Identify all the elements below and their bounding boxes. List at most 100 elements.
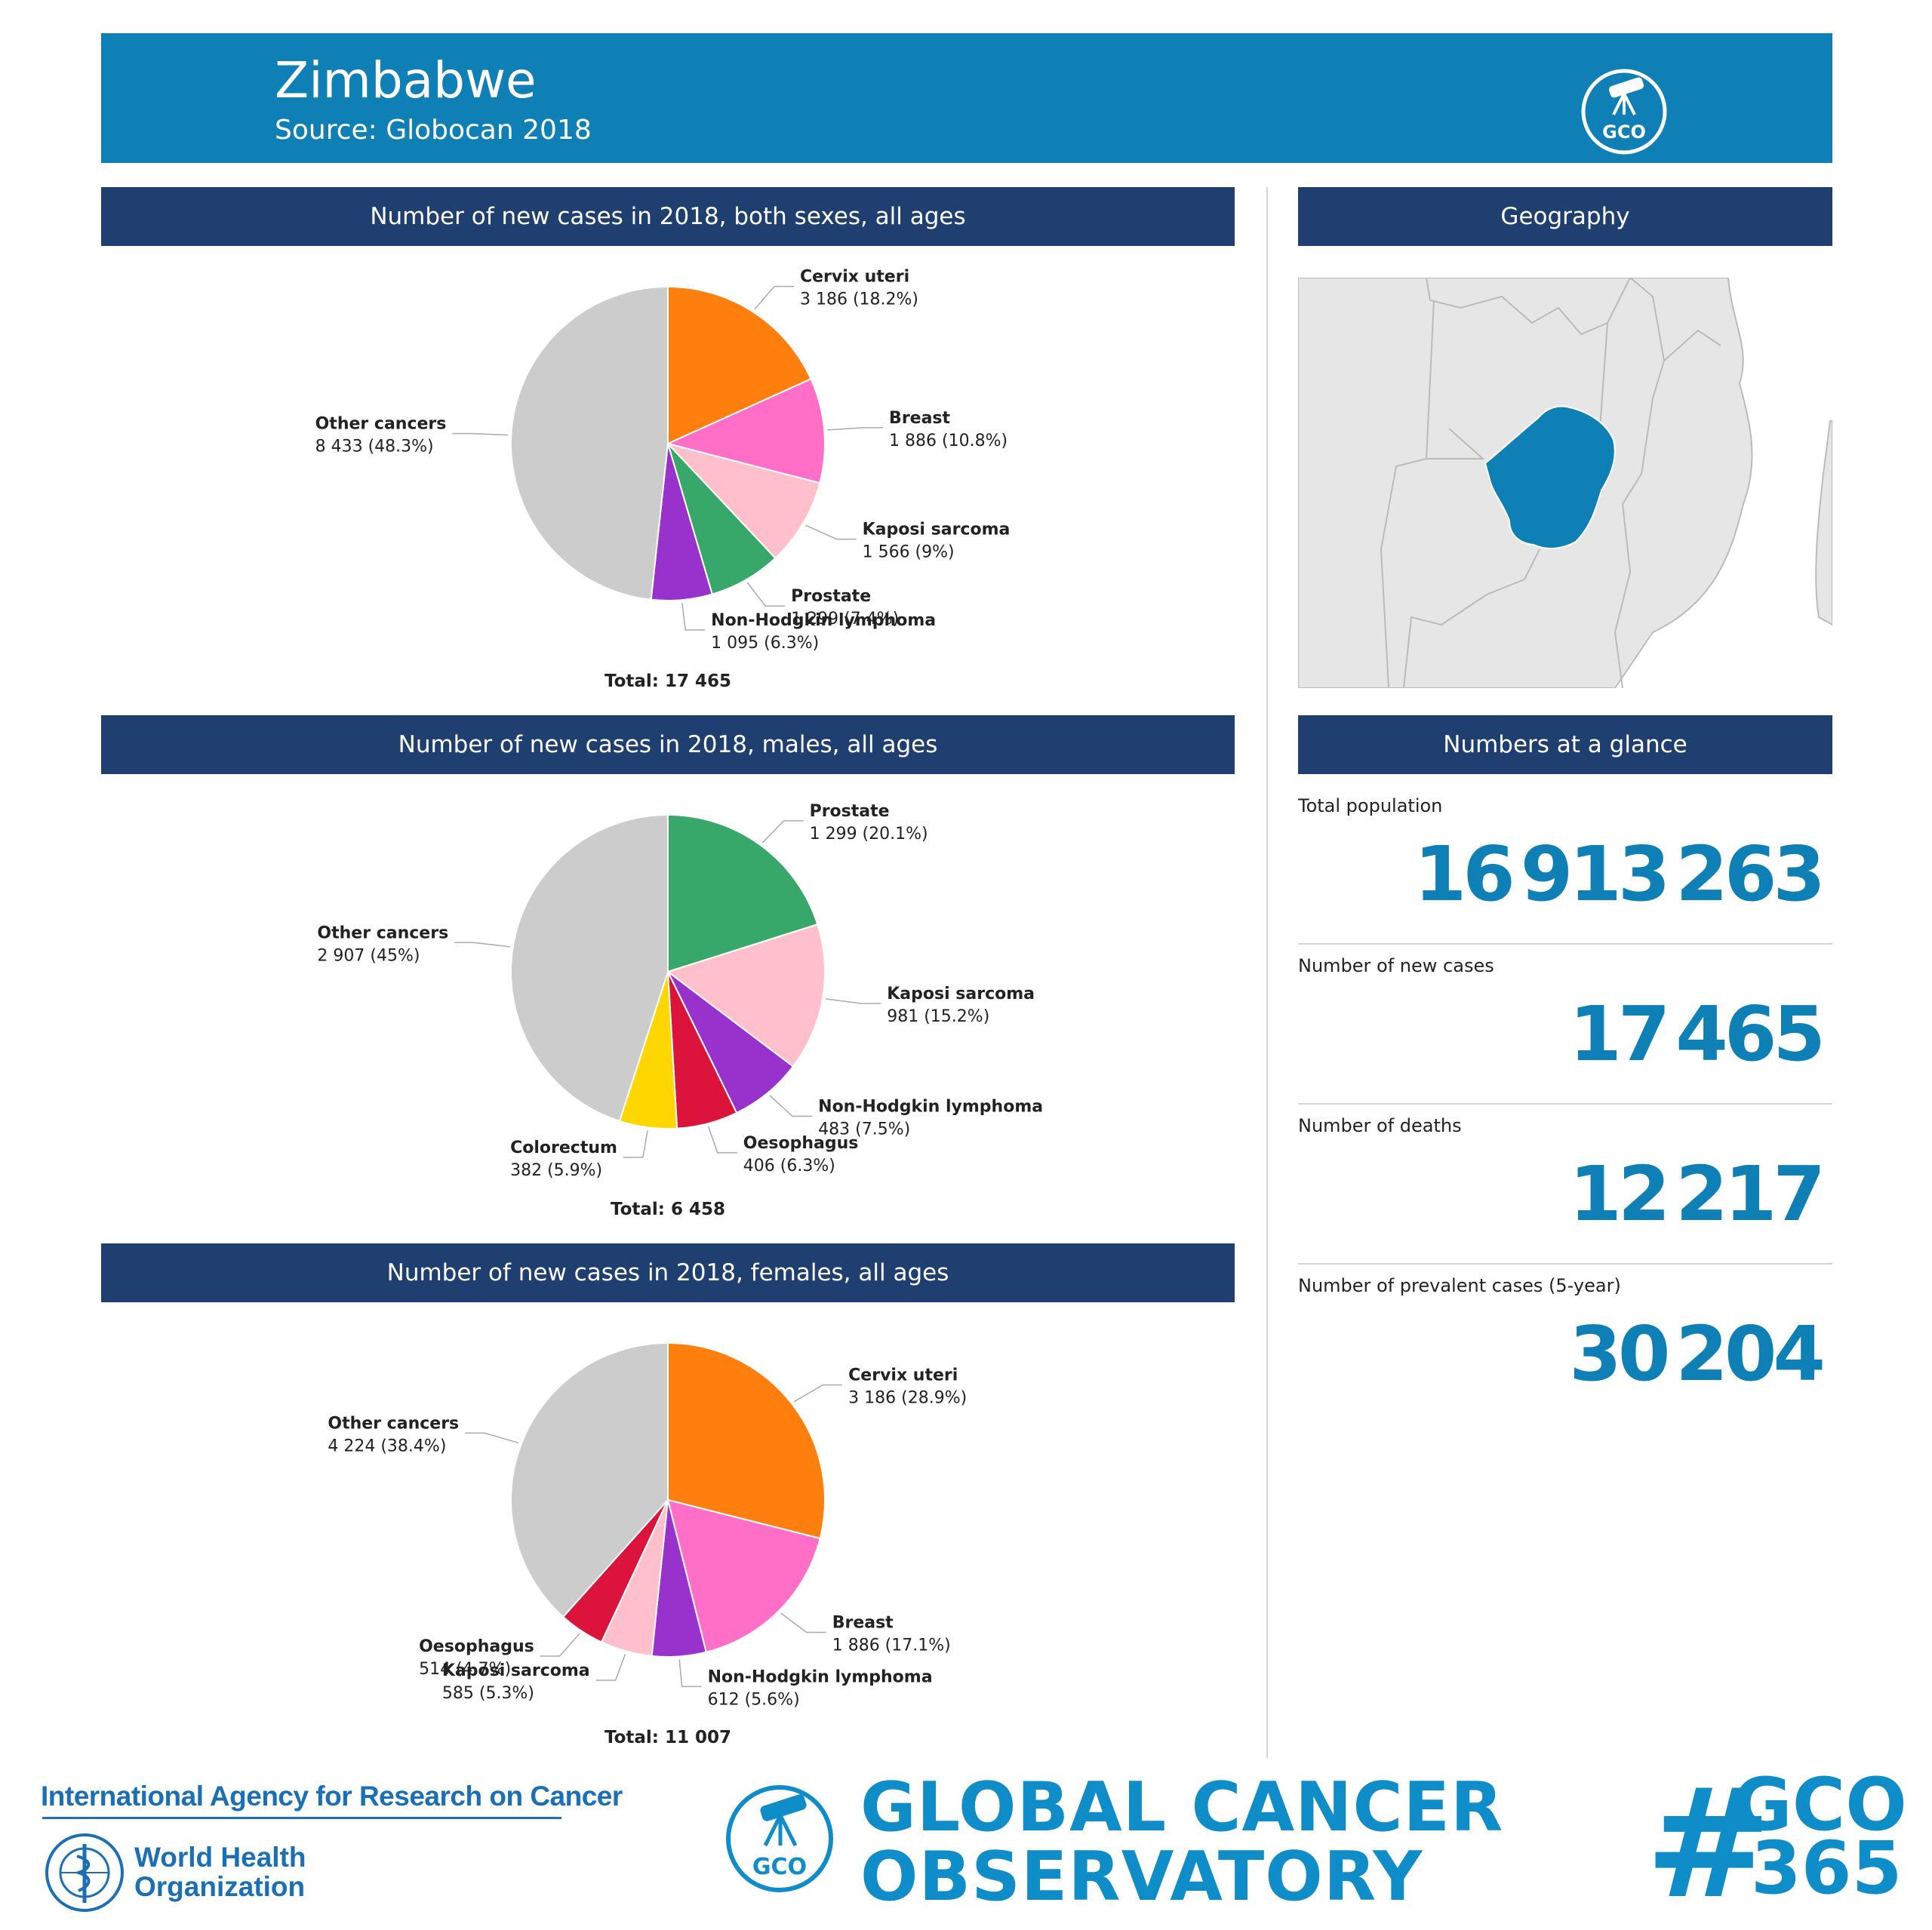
pie-label-value: 382 (5.9%) xyxy=(510,1161,602,1180)
pie-label-value: 514 (4.7%) xyxy=(419,1660,511,1679)
pie-slice-prostate xyxy=(667,443,777,595)
pie-label-value: 3 186 (18.2%) xyxy=(800,290,918,309)
pie-leader-line xyxy=(780,1612,826,1633)
pie-slice-kaposi-sarcoma xyxy=(666,923,826,1068)
pie-slice-breast xyxy=(666,377,826,484)
pie-label-name: Non-Hodgkin lymphoma xyxy=(708,1667,933,1686)
pie-slice-other-cancers xyxy=(510,285,669,601)
pie-label-name: Other cancers xyxy=(328,1414,459,1433)
iarc-wordmark: International Agency for Research on Can… xyxy=(41,1781,623,1812)
pie-leader-line xyxy=(746,582,786,607)
pie-label-name: Colorectum xyxy=(510,1139,617,1157)
pie-label-value: 585 (5.3%) xyxy=(442,1684,534,1703)
section-bar-males: Number of new cases in 2018, males, all … xyxy=(101,715,1235,774)
pie-label-value: 612 (5.6%) xyxy=(708,1690,800,1709)
pie-leader-line xyxy=(595,1654,626,1681)
pie-leader-line xyxy=(681,603,706,631)
glance-label: Number of new cases xyxy=(1298,955,1494,976)
pie-label-value: 1 299 (20.1%) xyxy=(810,825,928,844)
glance-label: Number of deaths xyxy=(1298,1115,1462,1136)
pie-label-name: Cervix uteri xyxy=(848,1366,958,1385)
pie-label-value: 3 186 (28.9%) xyxy=(848,1389,967,1408)
pie-label-name: Prostate xyxy=(791,587,871,606)
pie-total-label: Total: 11 007 xyxy=(605,1728,731,1747)
pie-label-value: 2 907 (45%) xyxy=(317,946,420,965)
pie-leader-line xyxy=(805,524,857,540)
pie-label-value: 1 886 (10.8%) xyxy=(889,432,1008,450)
header-logo-text: GCO xyxy=(1602,121,1646,143)
pie-label-value: 1 299 (7.4%) xyxy=(791,610,899,628)
pie-label-name: Other cancers xyxy=(315,415,447,434)
map-land-east xyxy=(1815,420,1832,626)
column-divider xyxy=(1266,187,1268,1758)
pie-label-name: Oesophagus xyxy=(419,1637,534,1656)
pie-leader-line xyxy=(678,1659,702,1688)
pie-slice-breast xyxy=(666,1498,821,1653)
who-line-1: World Health xyxy=(134,1842,306,1873)
pie-leader-line xyxy=(769,1095,813,1117)
glance-label: Total population xyxy=(1298,795,1443,816)
pie-label-value: 1 886 (17.1%) xyxy=(832,1637,951,1655)
pie-leader-line xyxy=(825,998,881,1004)
glance-value: 12 217 xyxy=(1569,1150,1826,1238)
section-bar-females: Number of new cases in 2018, females, al… xyxy=(101,1243,1235,1302)
pie-slice-other-cancers xyxy=(510,813,669,1123)
glance-label: Number of prevalent cases (5-year) xyxy=(1298,1275,1621,1296)
glance-value: 16 913 263 xyxy=(1414,830,1826,918)
pie-leader-line xyxy=(465,1432,519,1444)
gco-wordmark: GLOBAL CANCER OBSERVATORY xyxy=(860,1773,1503,1912)
glance-deaths: Number of deaths 12 217 xyxy=(1298,1105,1832,1265)
pie-leader-line xyxy=(540,1633,580,1657)
pie-label-value: 8 433 (48.3%) xyxy=(315,438,434,456)
pie-chart-females: Cervix uteri 3 186 (28.9%) Breast 1 886 (17… xyxy=(328,1341,967,1747)
pie-leader-line xyxy=(761,820,804,844)
who-wordmark: World Health Organization xyxy=(134,1842,306,1901)
pie-slice-cervix-uteri xyxy=(667,1341,826,1540)
pie-label-name: Non-Hodgkin lymphoma xyxy=(818,1098,1043,1117)
pie-slice-other-cancers xyxy=(510,1341,669,1618)
hashtag-line-1: GCO xyxy=(1733,1763,1907,1847)
pie-chart-males: Prostate 1 299 (20.1%) Kaposi sarcoma 981 (… xyxy=(317,802,1043,1219)
pie-label-name: Breast xyxy=(832,1614,894,1633)
header-banner: Zimbabwe Source: Globocan 2018 GCO xyxy=(101,33,1832,163)
geography-map xyxy=(1298,278,1832,688)
pie-label-name: Non-Hodgkin lymphoma xyxy=(711,611,936,630)
pie-label-name: Other cancers xyxy=(317,924,448,942)
glance-value: 17 465 xyxy=(1569,990,1826,1078)
pie-leader-line xyxy=(707,1126,737,1154)
pie-total-label: Total: 17 465 xyxy=(605,672,731,691)
pie-label-name: Kaposi sarcoma xyxy=(442,1661,590,1680)
source-subtitle: Source: Globocan 2018 xyxy=(275,115,592,146)
iarc-underline xyxy=(42,1817,561,1819)
pie-label-name: Kaposi sarcoma xyxy=(887,985,1035,1003)
pie-label-value: 406 (6.3%) xyxy=(743,1157,835,1176)
pie-slice-kaposi-sarcoma xyxy=(665,442,821,560)
pie-label-name: Prostate xyxy=(810,802,890,821)
pie-chart-both: Cervix uteri 3 186 (18.2%) Breast 1 886 (10… xyxy=(315,268,1011,691)
section-bar-geography: Geography xyxy=(1298,187,1832,246)
glance-value: 30 204 xyxy=(1569,1310,1826,1398)
pie-label-value: 981 (15.2%) xyxy=(887,1007,989,1026)
section-bar-glance: Numbers at a glance xyxy=(1298,715,1832,774)
pie-label-value: 4 224 (38.4%) xyxy=(328,1437,446,1455)
pie-leader-line xyxy=(454,942,510,948)
pie-label-name: Kaposi sarcoma xyxy=(863,521,1011,539)
glance-population: Total population 16 913 263 xyxy=(1298,785,1832,945)
pie-leader-line xyxy=(793,1384,843,1403)
gco-telescope-icon: GCO xyxy=(1581,69,1667,155)
country-title: Zimbabwe xyxy=(275,51,537,109)
section-bar-both: Number of new cases in 2018, both sexes,… xyxy=(101,187,1235,246)
glance-prevalent: Number of prevalent cases (5-year) 30 20… xyxy=(1298,1265,1832,1424)
zimbabwe-highlight xyxy=(1484,405,1616,549)
who-line-2: Organization xyxy=(134,1871,306,1902)
pie-leader-line xyxy=(452,432,509,436)
pie-label-name: Cervix uteri xyxy=(800,268,909,287)
hashtag-symbol: # xyxy=(1645,1756,1772,1930)
pie-leader-line xyxy=(754,285,794,310)
gco-footer-badge-text: GCO xyxy=(752,1854,807,1880)
pie-slice-cervix-uteri xyxy=(667,285,812,445)
who-emblem-icon xyxy=(45,1833,124,1912)
pie-slice-non-hodgkin-lymphoma xyxy=(667,971,795,1114)
gco-line-1: GLOBAL CANCER xyxy=(860,1768,1504,1847)
gco-footer-telescope-icon: GCO xyxy=(726,1785,833,1892)
